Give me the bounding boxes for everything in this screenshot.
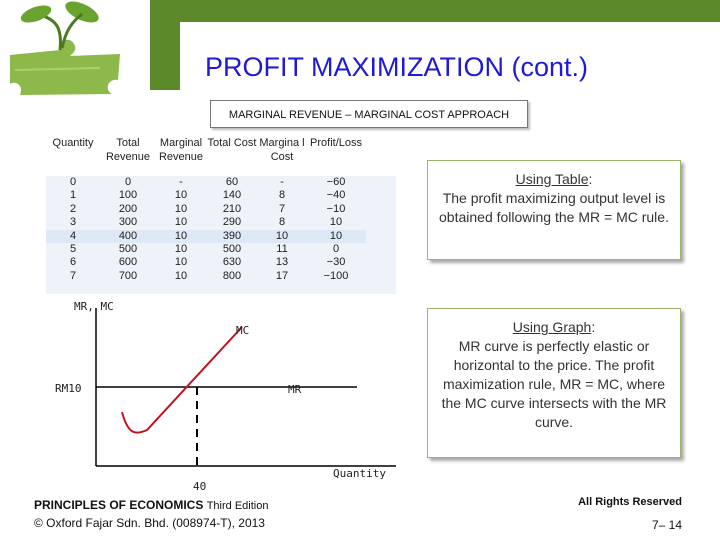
table-cell: 0 — [69, 176, 77, 188]
table-cell: - — [179, 176, 183, 188]
table-row: 5 500 10 500 11 0 — [46, 243, 366, 256]
x-axis-label: Quantity — [333, 467, 386, 480]
mc-label: MC — [236, 324, 250, 337]
table-row: 6 600 10 630 13 −30 — [46, 256, 366, 269]
table-cell: 390 — [206, 229, 258, 244]
table-cell: 17 — [275, 269, 289, 282]
header-profit-loss: Profit/Loss — [310, 137, 362, 149]
puzzle-plant-logo — [10, 1, 120, 95]
table-cell: 10 — [174, 269, 188, 282]
table-cell: 10 — [174, 189, 188, 202]
graph-callout: Using Graph: MR curve is perfectly elast… — [427, 308, 681, 458]
table-cell: 700 — [118, 269, 138, 282]
header-total-cost: Total Cost — [207, 137, 257, 149]
footer-edition: Third Edition — [206, 500, 269, 512]
table-cell: 10 — [174, 256, 188, 269]
table-callout: Using Table: The profit maximizing outpu… — [427, 160, 681, 260]
price-label: RM10 — [55, 382, 82, 395]
table-cell: 1 — [69, 189, 77, 202]
mr-label: MR — [288, 383, 302, 396]
table-cell: 2 — [69, 202, 77, 215]
table-row: 2 200 10 210 7 −10 — [46, 203, 366, 216]
table-cell: 600 — [118, 256, 138, 269]
table-cell: 800 — [222, 269, 242, 282]
table-cell: 5 — [69, 243, 77, 256]
header-marginal-cost: Margina l Cost — [259, 137, 305, 163]
table-cell: 10 — [306, 229, 366, 244]
table-row: 4 400 10 390 10 10 — [46, 229, 366, 244]
table-cell: 10 — [174, 243, 188, 256]
table-cell: 630 — [222, 256, 242, 269]
table-cell: 290 — [222, 216, 242, 229]
quantity-label: 40 — [193, 480, 207, 493]
footer-book-title: PRINCIPLES OF ECONOMICS — [34, 498, 204, 512]
table-cell: 200 — [118, 202, 138, 215]
table-cell: 10 — [174, 202, 188, 215]
approach-label: MARGINAL REVENUE – MARGINAL COST APPROAC… — [210, 100, 528, 128]
footer-rights: All Rights Reserved — [578, 496, 682, 508]
table-cell: 8 — [278, 189, 286, 202]
table-row: 7 700 10 800 17 −100 — [46, 270, 366, 283]
table-cell: 210 — [222, 202, 242, 215]
table-row: 3 300 10 290 8 10 — [46, 216, 366, 229]
table-row: 0 0 - 60 - −60 — [46, 176, 366, 189]
revenue-cost-table: Quantity Total Revenue Marginal Revenue … — [46, 136, 366, 283]
table-cell: 10 — [156, 229, 206, 244]
graph-callout-heading: Using Graph — [512, 319, 592, 335]
table-cell: 7 — [278, 202, 286, 215]
table-cell: 13 — [275, 256, 289, 269]
table-cell: −10 — [326, 202, 346, 215]
table-cell: 7 — [69, 269, 77, 282]
slide-header: PROFIT MAXIMIZATION (cont.) — [0, 0, 720, 95]
mc-curve — [121, 326, 243, 434]
table-cell: 500 — [118, 243, 138, 256]
table-body: 0 0-60- −60 1 100 10 140 8 −40 2 200 10 210 7 −10 3 300 1… — [46, 176, 366, 283]
graph-callout-text: MR curve is perfectly elastic or horizon… — [441, 338, 667, 430]
table-callout-heading: Using Table — [515, 171, 589, 187]
table-cell: −30 — [326, 256, 346, 269]
y-axis-label: MR, MC — [74, 300, 114, 313]
table-cell: −100 — [323, 269, 349, 282]
table-cell: −40 — [326, 189, 346, 202]
table-cell: 500 — [222, 243, 242, 256]
table-cell: 100 — [118, 189, 138, 202]
footer-publisher: © Oxford Fajar Sdn. Bhd. (008974-T), 201… — [34, 516, 265, 530]
table-cell: 10 — [258, 229, 306, 244]
table-cell: 3 — [69, 216, 77, 229]
table-cell: 10 — [174, 216, 188, 229]
table-cell: 140 — [222, 189, 242, 202]
header-marginal-revenue: Marginal Revenue — [158, 137, 204, 163]
header-title-area — [180, 22, 720, 90]
slide-title: PROFIT MAXIMIZATION (cont.) — [205, 52, 589, 82]
footer-page-number: 7– 14 — [651, 518, 682, 532]
mr-mc-graph — [95, 308, 396, 467]
header-quantity: Quantity — [52, 137, 94, 149]
table-cell: 4 — [46, 229, 100, 244]
table-cell: 11 — [276, 243, 288, 256]
table-cell: 0 — [124, 176, 132, 188]
table-cell: 400 — [100, 229, 156, 244]
table-cell: −60 — [326, 176, 346, 188]
table-cell: - — [280, 176, 284, 188]
table-cell: 10 — [329, 216, 343, 229]
table-cell: 6 — [69, 256, 77, 269]
footer-book-info: PRINCIPLES OF ECONOMICS Third Edition © … — [34, 498, 268, 530]
table-row: 1 100 10 140 8 −40 — [46, 189, 366, 202]
table-cell: 60 — [225, 176, 239, 188]
table-callout-text: The profit maximizing output level is ob… — [439, 190, 669, 225]
table-cell: 300 — [118, 216, 138, 229]
table-cell: 8 — [278, 216, 286, 229]
header-total-revenue: Total Revenue — [105, 137, 151, 163]
table-cell: 0 — [332, 243, 340, 256]
